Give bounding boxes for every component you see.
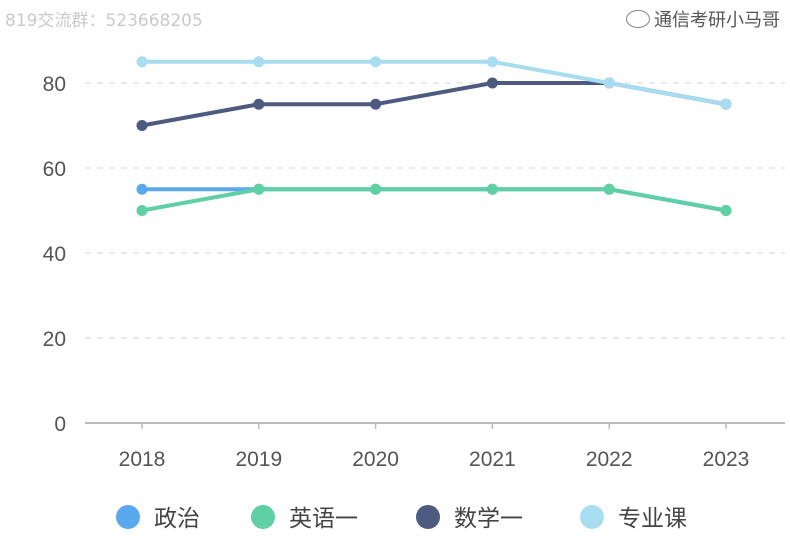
x-tick-label: 2022 (586, 448, 633, 471)
data-point (253, 183, 265, 195)
data-point (136, 120, 148, 131)
data-point (253, 98, 265, 110)
data-point (136, 183, 148, 195)
wechat-icon (626, 10, 650, 28)
legend-marker (416, 505, 440, 529)
x-tick-label: 2018 (119, 448, 166, 471)
x-tick-label: 2021 (469, 448, 516, 471)
watermark-top: 819交流群：523668205 (5, 11, 203, 31)
legend-label: 政治 (154, 506, 200, 532)
data-point (603, 77, 615, 89)
watermark-bottom: 通信考研小马哥 (626, 6, 780, 32)
x-tick-label: 2019 (235, 448, 282, 471)
legend-marker (251, 505, 275, 529)
data-point (486, 77, 498, 89)
data-point (486, 183, 498, 195)
series-line-4 (142, 59, 727, 107)
series-line-1 (142, 187, 727, 213)
y-tick-label: 80 (43, 73, 66, 96)
watermark-text: 通信考研小马哥 (654, 10, 780, 31)
data-point (136, 56, 148, 68)
legend-label: 专业课 (618, 506, 687, 532)
y-tick-label: 40 (43, 243, 66, 266)
legend-label: 英语一 (289, 506, 358, 532)
data-point (370, 183, 382, 195)
x-tick-label: 2023 (703, 448, 750, 471)
data-point (136, 205, 148, 216)
series-line-2 (141, 187, 727, 213)
y-tick-label: 0 (54, 413, 66, 436)
data-point (486, 56, 498, 68)
data-point (603, 183, 615, 195)
data-point (720, 98, 732, 110)
y-tick-label: 60 (43, 158, 66, 181)
legend-marker (116, 505, 140, 529)
x-tick-label: 2020 (352, 448, 399, 471)
y-tick-label: 20 (43, 328, 66, 351)
legend-marker (580, 505, 604, 529)
legend-label: 数学一 (454, 506, 523, 532)
data-point (720, 205, 732, 216)
data-point (253, 56, 265, 68)
data-point (370, 98, 382, 110)
data-point (370, 56, 382, 68)
